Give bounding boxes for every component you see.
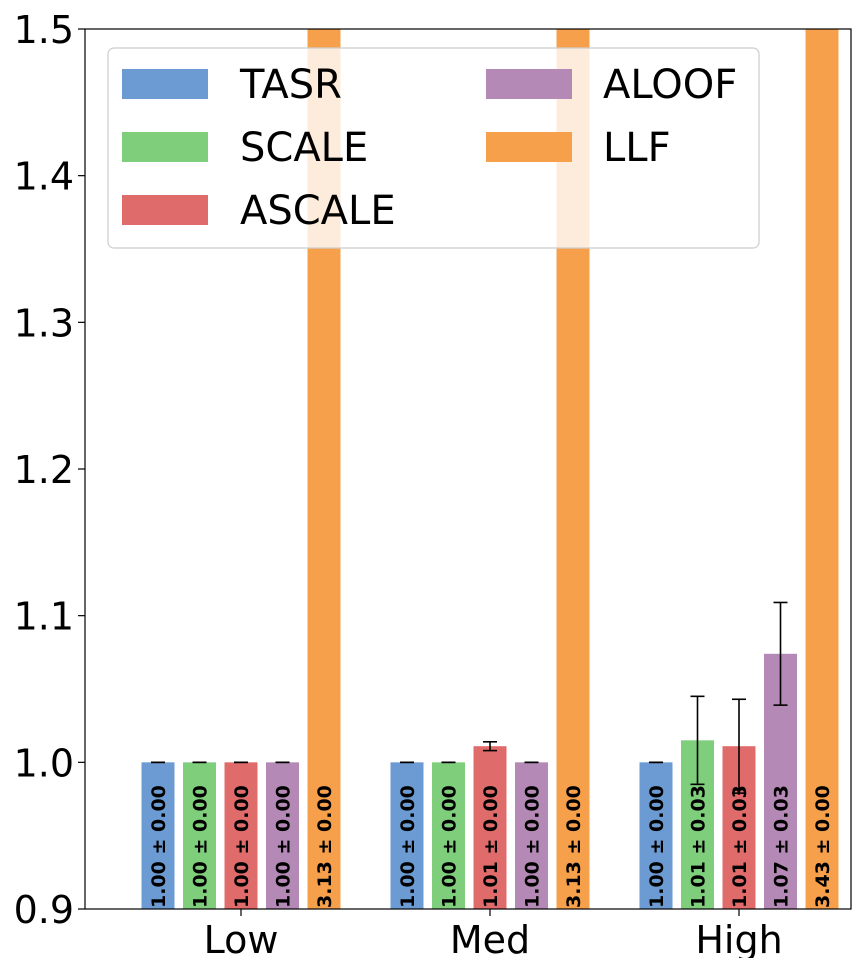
bar-scale-med	[432, 762, 465, 909]
bar-aloof-med	[515, 762, 548, 909]
bar-value-label: 3.13 ± 0.00	[563, 785, 585, 908]
bar-value-label: 3.43 ± 0.00	[812, 785, 834, 908]
bar-value-label: 3.13 ± 0.00	[314, 785, 336, 908]
x-tick-label-med: Med	[450, 918, 530, 958]
legend-swatch-ascale	[122, 195, 208, 225]
legend: TASR SCALE ASCALE ALOOF LLF	[107, 47, 760, 249]
y-tick-label: 1.3	[14, 301, 74, 345]
legend-label-llf: LLF	[603, 125, 671, 171]
x-tick-label-high: High	[695, 918, 782, 958]
bar-tasr-low	[141, 762, 175, 909]
legend-swatch-llf	[486, 132, 572, 162]
bar-value-label: 1.01 ± 0.03	[688, 785, 710, 908]
axes-layer: 0.9 1.0 1.1 1.2 1.3 1.4 1.5 Low Med High	[14, 8, 852, 958]
bar-value-label: 1.00 ± 0.00	[148, 785, 170, 908]
bar-labels-layer: 1.00 ± 0.00 1.00 ± 0.00 1.00 ± 0.00 1.00 ± …	[148, 785, 834, 908]
bar-value-label: 1.00 ± 0.00	[522, 785, 544, 908]
bar-value-label: 1.01 ± 0.03	[729, 785, 751, 908]
legend-swatch-scale	[122, 132, 208, 162]
legend-swatch-tasr	[122, 69, 208, 99]
bar-value-label: 1.00 ± 0.00	[439, 785, 461, 908]
bar-value-label: 1.07 ± 0.03	[771, 785, 793, 908]
bar-ascale-med	[473, 746, 507, 909]
legend-swatch-aloof	[486, 69, 572, 99]
bar-value-label: 1.00 ± 0.00	[646, 785, 668, 908]
bars-layer	[141, 29, 839, 909]
y-tick-label: 1.2	[14, 448, 74, 492]
legend-box	[107, 47, 760, 249]
bar-scale-low	[183, 762, 216, 909]
y-tick-label: 1.1	[14, 595, 74, 639]
error-bars-layer	[151, 601, 788, 794]
legend-label-scale: SCALE	[240, 125, 368, 171]
y-tick-label: 1.4	[14, 155, 74, 199]
bar-value-label: 1.00 ± 0.00	[273, 785, 295, 908]
y-tick-label: 1.0	[14, 741, 74, 785]
legend-label-aloof: ALOOF	[603, 62, 737, 108]
x-tick-label-low: Low	[204, 918, 279, 958]
bar-value-label: 1.00 ± 0.00	[397, 785, 419, 908]
y-tick-label: 0.9	[14, 888, 74, 932]
y-tick-label: 1.5	[14, 8, 74, 52]
legend-label-ascale: ASCALE	[240, 188, 396, 234]
bar-value-label: 1.00 ± 0.00	[190, 785, 212, 908]
bar-tasr-med	[390, 762, 424, 909]
plot-frame	[84, 28, 852, 910]
bar-tasr-high	[639, 762, 673, 909]
bar-aloof-low	[266, 762, 299, 909]
legend-label-tasr: TASR	[239, 62, 342, 108]
bar-value-label: 1.00 ± 0.00	[231, 785, 253, 908]
bar-value-label: 1.01 ± 0.00	[480, 785, 502, 908]
bar-llf-high	[805, 29, 839, 909]
bar-ascale-low	[224, 762, 258, 909]
